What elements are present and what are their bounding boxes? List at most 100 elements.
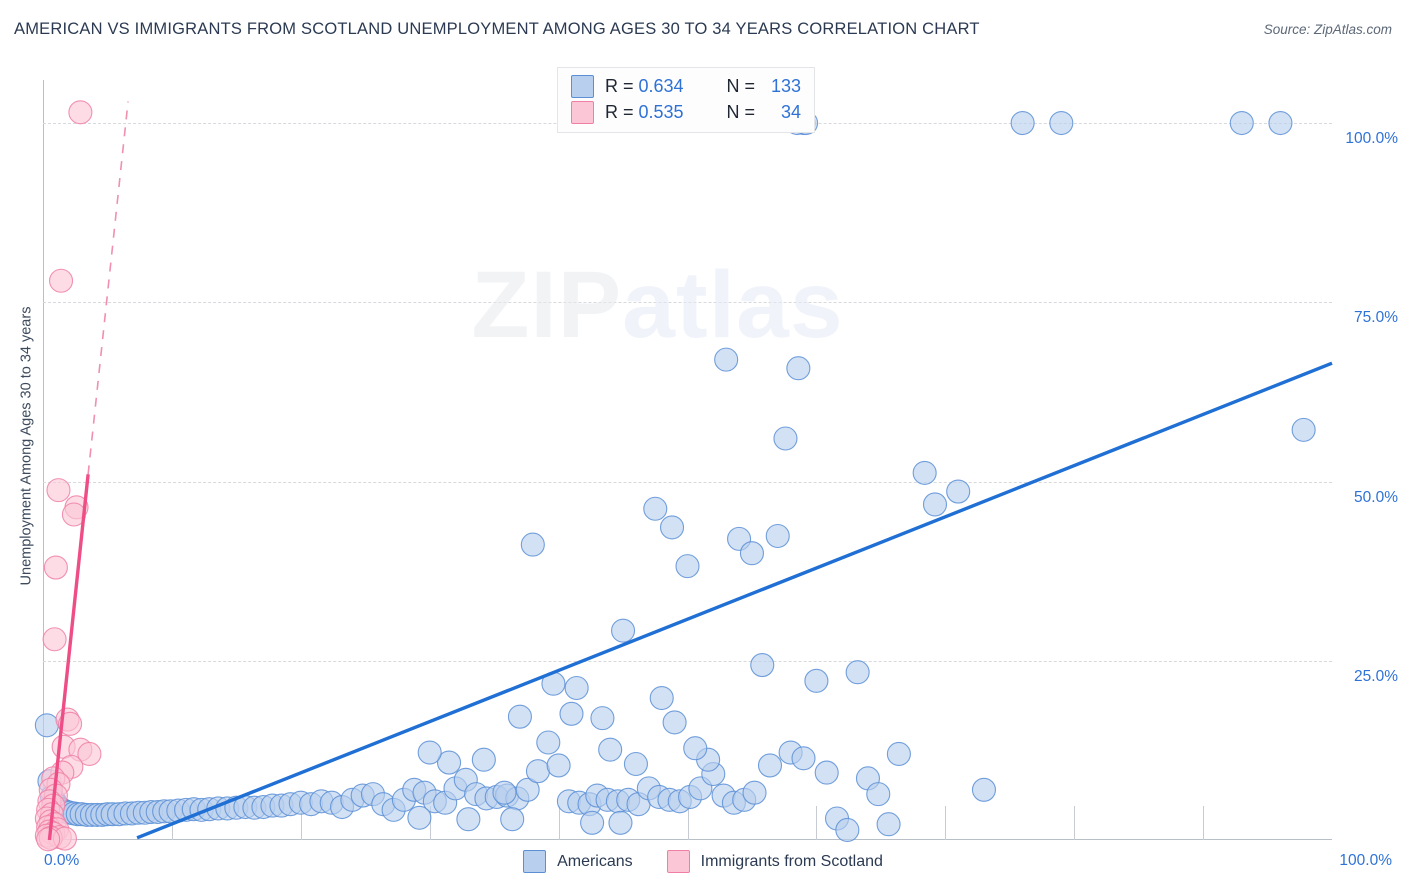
x-axis-tick: [945, 806, 947, 840]
data-point[interactable]: [1049, 110, 1074, 136]
trendline-extension: [87, 101, 129, 475]
data-point[interactable]: [835, 817, 860, 843]
legend-swatch: [571, 101, 594, 124]
data-point[interactable]: [714, 347, 739, 372]
data-point[interactable]: [649, 685, 674, 711]
series-legend: Americans Immigrants from Scotland: [0, 850, 1406, 873]
stats-legend-row: R = 0.634 N = 133: [571, 75, 801, 98]
data-point[interactable]: [866, 782, 891, 807]
data-point[interactable]: [525, 759, 551, 784]
data-point[interactable]: [662, 710, 687, 735]
legend-label: Immigrants from Scotland: [700, 852, 883, 870]
data-point[interactable]: [845, 660, 870, 685]
r-label: R =: [605, 76, 634, 96]
data-point[interactable]: [580, 810, 605, 835]
data-point[interactable]: [791, 746, 816, 771]
stats-legend: R = 0.634 N = 133 R = 0.535 N = 34: [557, 67, 816, 133]
data-point[interactable]: [507, 704, 532, 729]
data-point[interactable]: [876, 812, 901, 837]
data-point[interactable]: [68, 100, 93, 125]
data-point[interactable]: [1010, 110, 1035, 136]
y-axis-tick-label: 25.0%: [1354, 667, 1398, 685]
data-point[interactable]: [922, 492, 948, 517]
data-point[interactable]: [739, 541, 765, 566]
trendline: [136, 361, 1333, 840]
data-point[interactable]: [492, 780, 517, 805]
data-point[interactable]: [742, 780, 767, 805]
source-label: Source: ZipAtlas.com: [1263, 22, 1392, 37]
data-point[interactable]: [536, 730, 561, 755]
data-point[interactable]: [471, 747, 496, 772]
x-axis-label-max: 100.0%: [1339, 852, 1392, 869]
data-point[interactable]: [46, 478, 71, 503]
data-point[interactable]: [34, 713, 59, 738]
r-label: R =: [605, 102, 634, 122]
data-point[interactable]: [417, 740, 442, 765]
data-point[interactable]: [659, 515, 685, 540]
data-point[interactable]: [42, 627, 67, 652]
y-axis-title: Unemployment Among Ages 30 to 34 years: [14, 0, 38, 892]
scatter-canvas: [34, 100, 1333, 852]
data-point[interactable]: [608, 810, 633, 835]
data-point[interactable]: [520, 532, 545, 557]
legend-swatch: [571, 75, 594, 98]
gridline: [43, 481, 1332, 483]
n-label: N =: [726, 76, 756, 96]
n-value: 133: [770, 76, 802, 96]
data-point[interactable]: [886, 741, 911, 767]
x-axis-tick: [1074, 806, 1076, 840]
data-point[interactable]: [912, 460, 937, 485]
data-point[interactable]: [590, 706, 615, 731]
data-point[interactable]: [43, 555, 68, 580]
data-point[interactable]: [598, 737, 623, 762]
data-point[interactable]: [559, 701, 584, 726]
gridline: [43, 660, 1332, 662]
data-point[interactable]: [610, 618, 636, 643]
data-point[interactable]: [436, 750, 462, 775]
data-point[interactable]: [1229, 110, 1254, 136]
y-axis-tick-label: 100.0%: [1345, 130, 1398, 148]
data-point[interactable]: [757, 753, 783, 778]
series-legend-item[interactable]: Immigrants from Scotland: [666, 850, 883, 873]
page-title: AMERICAN VS IMMIGRANTS FROM SCOTLAND UNE…: [14, 20, 980, 38]
series-legend-item[interactable]: Americans: [523, 850, 633, 873]
r-value: 0.535: [638, 102, 684, 122]
x-axis-label-min: 0.0%: [44, 852, 80, 869]
data-point[interactable]: [623, 751, 648, 777]
r-value: 0.634: [638, 76, 684, 96]
data-point[interactable]: [1291, 417, 1316, 442]
series-americans: [34, 110, 1316, 843]
axis-line-left: [43, 80, 44, 840]
x-axis-tick: [558, 806, 560, 840]
data-point[interactable]: [456, 807, 481, 832]
x-axis-tick: [1203, 806, 1205, 840]
data-point[interactable]: [546, 753, 571, 778]
data-point[interactable]: [407, 805, 432, 830]
y-axis-tick-label: 50.0%: [1354, 488, 1398, 506]
data-point[interactable]: [675, 554, 700, 579]
data-point[interactable]: [643, 496, 668, 521]
data-point[interactable]: [773, 426, 798, 451]
y-axis-tick-label: 75.0%: [1354, 309, 1398, 327]
data-point[interactable]: [946, 479, 971, 504]
gridline: [43, 302, 1332, 304]
data-point[interactable]: [564, 675, 589, 701]
n-value: 34: [781, 102, 802, 122]
legend-swatch: [523, 850, 547, 873]
data-point[interactable]: [58, 711, 83, 736]
data-point[interactable]: [77, 741, 102, 767]
plot-area: ZIPatlas: [34, 80, 1333, 852]
x-axis-tick: [300, 806, 302, 840]
data-point[interactable]: [971, 777, 997, 802]
data-point[interactable]: [804, 668, 829, 693]
n-label: N =: [726, 102, 756, 122]
x-axis-tick: [816, 806, 818, 840]
data-point[interactable]: [786, 356, 811, 381]
data-point[interactable]: [48, 268, 74, 293]
data-point[interactable]: [683, 736, 708, 761]
data-point[interactable]: [750, 653, 775, 678]
data-point[interactable]: [765, 523, 790, 549]
data-point[interactable]: [1268, 110, 1293, 136]
data-point[interactable]: [500, 807, 525, 832]
data-point[interactable]: [814, 760, 839, 785]
